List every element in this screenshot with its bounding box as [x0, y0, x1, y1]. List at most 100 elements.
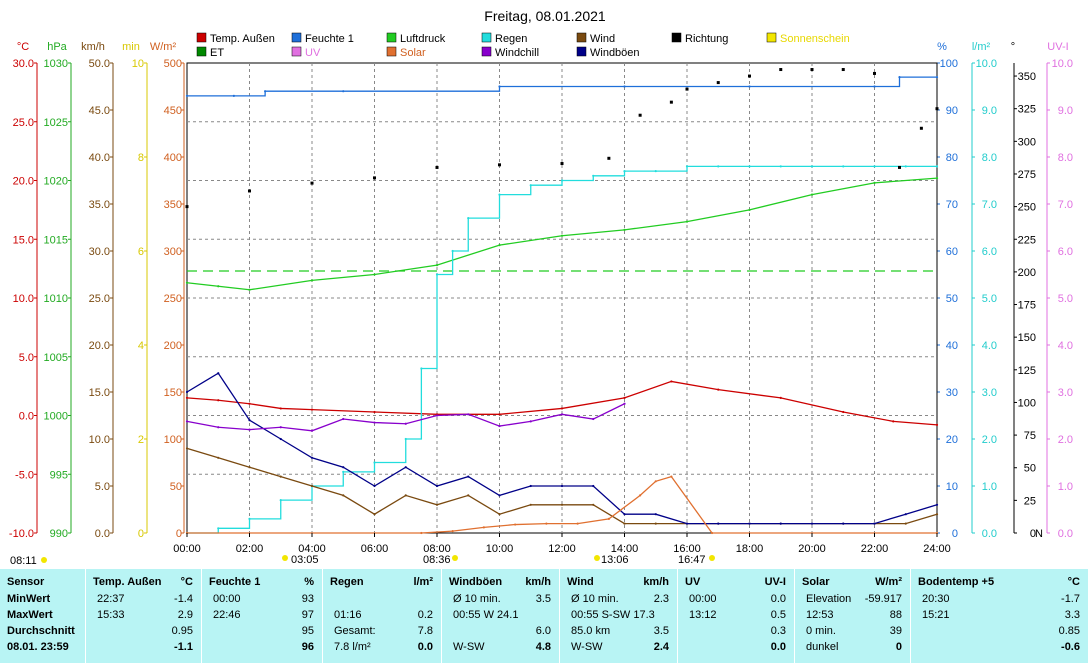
series-regen-point — [935, 165, 939, 168]
direction-point — [898, 165, 901, 169]
series-wind-point — [623, 522, 626, 525]
series-windböen — [185, 372, 939, 525]
series-windböen-point — [342, 466, 345, 469]
wind-tick-label: 10.0 — [89, 434, 110, 446]
summary-cell-label: MaxWert — [7, 609, 53, 621]
series-windböen-point — [467, 475, 470, 478]
summary-cell-label: W-SW — [571, 641, 603, 653]
series-regen-point — [451, 249, 454, 253]
series-luftdruck-point — [748, 208, 751, 211]
direction-tick-label: 175 — [1018, 300, 1036, 312]
pressure-tick-label: 1010 — [44, 293, 68, 305]
summary-cell-value: 97 — [301, 609, 314, 621]
uv-tick-label: 3.0 — [1058, 387, 1073, 399]
humidity-tick-label: 20 — [946, 434, 958, 446]
series-wind-point — [498, 513, 501, 516]
series-luftdruck-point — [217, 285, 220, 288]
series-feuchte-1-point — [748, 85, 751, 88]
series-luftdruck-point — [873, 181, 876, 184]
x-tick-label: 06:00 — [361, 543, 389, 555]
series-luftdruck — [185, 177, 939, 291]
sunset-icon — [709, 555, 715, 561]
temp-tick-label: -10.0 — [9, 528, 34, 540]
direction-point — [435, 165, 439, 169]
summary-cell-value: 0.3 — [770, 625, 786, 637]
summary-cell-value: 39 — [889, 625, 902, 637]
series-windböen-point — [779, 522, 782, 525]
series-temp-au-en-point — [248, 402, 251, 405]
series-regen-point — [404, 437, 407, 441]
legend-swatch-5 — [671, 32, 682, 43]
series-temp-au-en-point — [779, 396, 782, 399]
series-regen-point — [498, 193, 501, 196]
series-regen-point — [560, 179, 564, 182]
summary-table: Sensor MinWert MaxWert Durchschnitt 08.01. 2… — [0, 569, 1089, 663]
wind-tick-label: 45.0 — [89, 105, 110, 117]
summary-cell-label: Elevation — [806, 593, 852, 605]
series-luftdruck-point — [310, 279, 314, 282]
summary-cell-label: 15:21 — [922, 609, 950, 621]
pressure-tick-label: 990 — [50, 528, 68, 540]
series-regen-point — [654, 170, 657, 173]
min-tick-label: 6 — [138, 246, 144, 258]
direction-tick-label: 0 — [1030, 528, 1036, 540]
temp-tick-label: 15.0 — [13, 234, 34, 246]
legend-label-10: Windchill — [495, 47, 539, 59]
uv-tick-label: 2.0 — [1058, 434, 1073, 446]
uv-tick-label: 5.0 — [1058, 293, 1073, 305]
series-wind-point — [529, 503, 532, 506]
series-windböen-point — [873, 522, 876, 525]
uv-tick-label: 1.0 — [1058, 481, 1073, 493]
summary-header: Regen — [330, 576, 364, 588]
direction-tick-label: 275 — [1018, 169, 1036, 181]
summary-cell-label: 00:55 W 24.1 — [453, 609, 519, 621]
summary-cell-value: 96 — [301, 641, 314, 653]
series-wind-point — [248, 466, 251, 469]
solar-tick-label: 450 — [164, 105, 182, 117]
summary-cell-value: 0.5 — [770, 609, 786, 621]
summary-header: Windböen — [449, 576, 503, 588]
peak-sun-icon — [594, 555, 600, 561]
series-regen-point — [779, 165, 782, 168]
series-regen-point — [717, 165, 720, 168]
wind-tick-label: 30.0 — [89, 246, 110, 258]
series-windchill-point — [342, 417, 345, 421]
min-tick-label: 2 — [138, 434, 144, 446]
legend-label-9: Solar — [400, 47, 426, 59]
series-luftdruck-point — [685, 220, 689, 223]
summary-column-3: Regen l/m² 01:16 0.2 Gesamt: 7.8 7.8 l/m² 0.0 — [323, 569, 442, 663]
summary-column-7: Solar W/m² Elevation -59.917 12:53 88 0 min. 39… — [795, 569, 911, 663]
series-windchill-point — [560, 413, 564, 416]
series-solar-point — [710, 531, 714, 535]
summary-unit: % — [304, 576, 314, 588]
solar-tick-label: 500 — [164, 58, 182, 70]
summary-cell-value: 93 — [301, 593, 314, 605]
series-wind-point — [904, 522, 907, 525]
series-temp-au-en-point — [310, 408, 314, 411]
series-solar-point — [420, 531, 423, 535]
series-windböen-point — [185, 390, 189, 394]
direction-tick-label: 325 — [1018, 104, 1036, 116]
rain-tick-label: 0.0 — [982, 528, 997, 540]
humidity-tick-label: 80 — [946, 152, 958, 164]
series-regen-point — [592, 174, 595, 177]
series-windböen-point — [529, 484, 532, 488]
direction-tick-label: 75 — [1024, 430, 1036, 442]
temp-axis-unit: °C — [17, 41, 29, 53]
summary-cell-value: 2.9 — [177, 609, 193, 621]
legend-swatch-3 — [481, 32, 492, 43]
series-windchill-point — [279, 426, 282, 429]
series-temp-au-en-point — [935, 423, 939, 426]
series-temp-au-en — [185, 380, 939, 426]
chart-title: Freitag, 08.01.2021 — [484, 8, 606, 24]
x-tick-label: 08:00 — [423, 543, 451, 555]
series-wind-point — [404, 494, 407, 497]
series-luftdruck-point — [810, 193, 814, 196]
series-wind-point — [185, 447, 189, 450]
direction-point — [185, 205, 189, 209]
summary-cell-value: 0.0 — [417, 641, 433, 653]
direction-point — [498, 163, 501, 167]
temp-tick-label: 10.0 — [13, 293, 34, 305]
series-wind-point — [373, 513, 376, 516]
solar-tick-label: 100 — [164, 434, 182, 446]
